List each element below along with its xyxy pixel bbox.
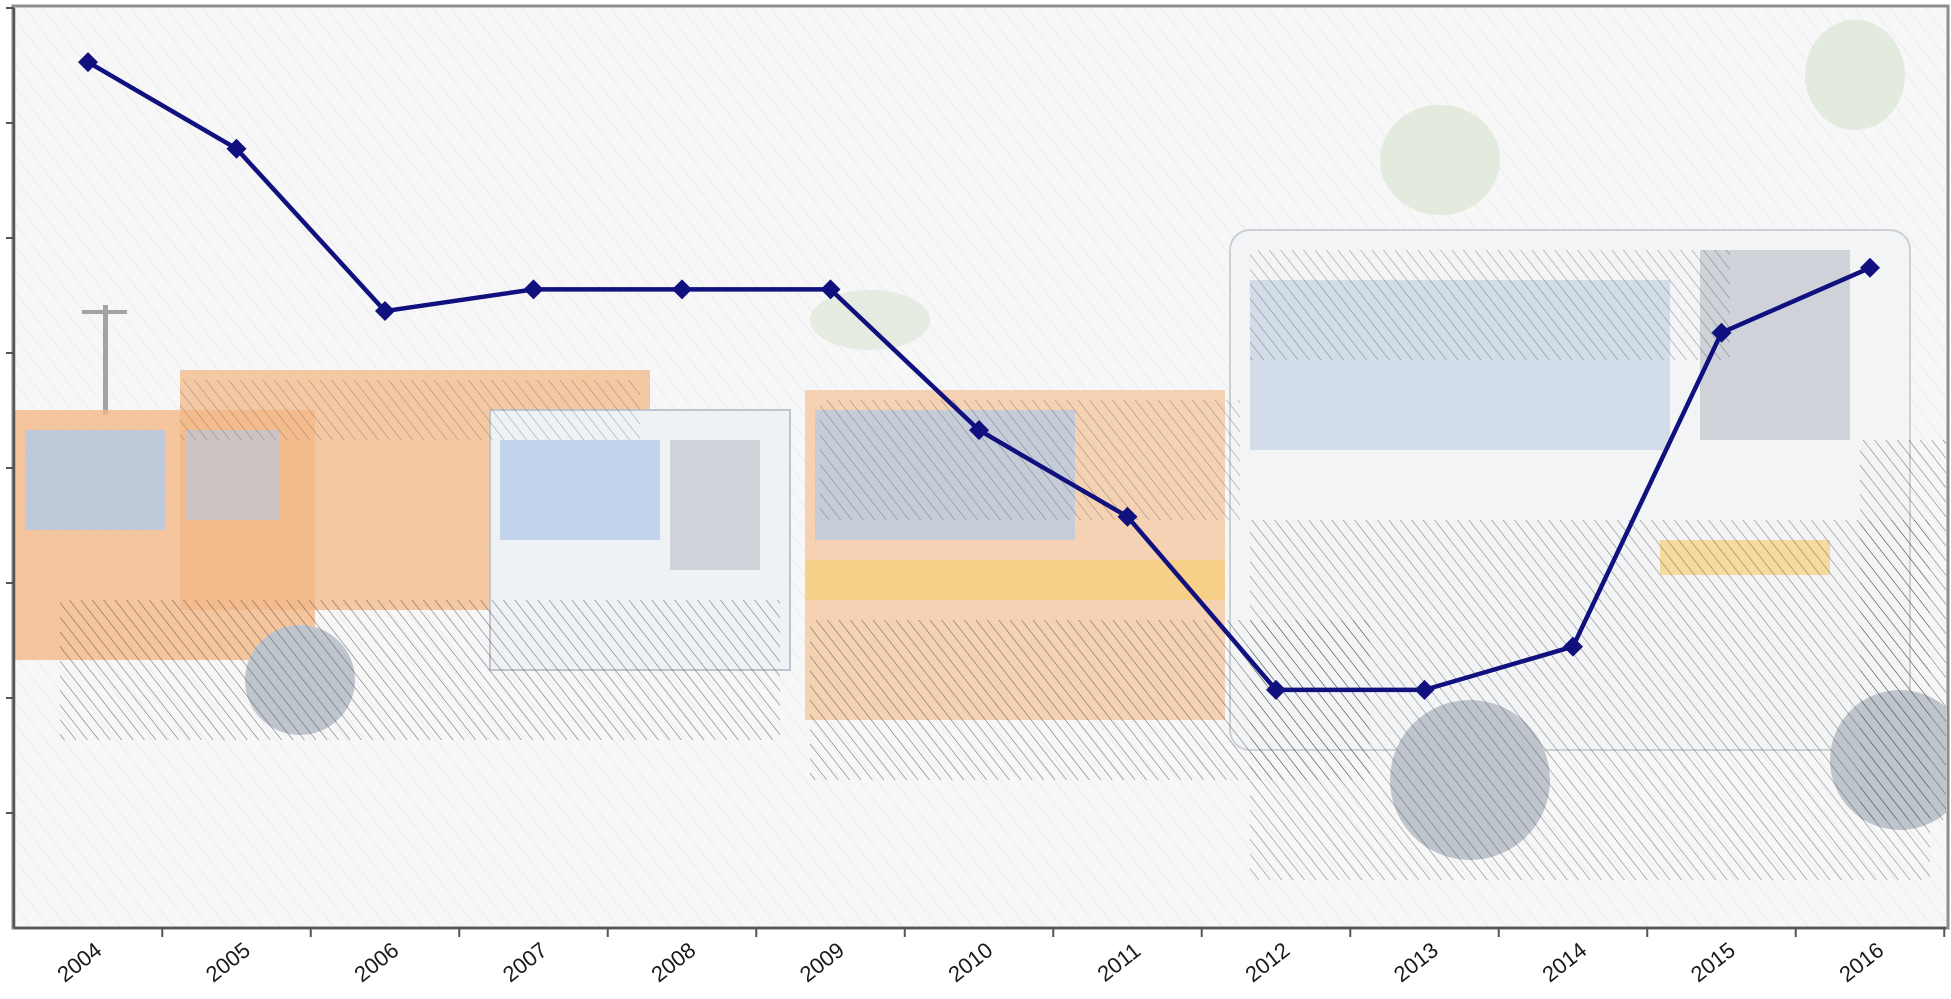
x-tick-label: 2008 bbox=[646, 937, 700, 987]
data-point-marker bbox=[820, 279, 841, 300]
tree-shape bbox=[810, 290, 930, 350]
truck-stripe bbox=[805, 560, 1225, 600]
data-point-marker bbox=[1117, 506, 1138, 527]
hatch-shading bbox=[1250, 520, 1930, 880]
hatch-shading bbox=[1250, 250, 1730, 360]
truck-window bbox=[670, 440, 760, 570]
x-tick-label: 2010 bbox=[943, 937, 997, 987]
data-point-marker bbox=[523, 279, 544, 300]
x-axis-ticks bbox=[161, 928, 1946, 937]
data-point-marker bbox=[1414, 679, 1435, 700]
data-point-marker bbox=[1266, 679, 1286, 700]
x-tick-label: 2005 bbox=[201, 937, 255, 987]
x-tick-label: 2016 bbox=[1834, 937, 1888, 987]
y-axis-ticks bbox=[6, 7, 14, 814]
data-point-marker bbox=[78, 52, 98, 73]
tree-shape bbox=[1805, 20, 1905, 130]
data-point-marker bbox=[1563, 636, 1583, 657]
x-tick-label: 2009 bbox=[795, 937, 849, 987]
data-point-marker bbox=[226, 138, 247, 159]
x-tick-label: 2014 bbox=[1537, 937, 1591, 987]
tree-shape bbox=[1380, 105, 1500, 215]
pole-shape bbox=[82, 310, 127, 314]
x-tick-label: 2007 bbox=[498, 937, 552, 987]
x-tick-label: 2015 bbox=[1686, 937, 1740, 987]
truck-window bbox=[185, 430, 280, 520]
data-point-marker bbox=[1860, 257, 1880, 278]
x-axis-tick-labels: 2004 2005 2006 2007 2008 2009 2010 2011 2012 2013… bbox=[52, 937, 1888, 987]
pole-shape bbox=[103, 305, 108, 415]
truck-window bbox=[500, 440, 660, 540]
x-tick-label: 2012 bbox=[1240, 937, 1294, 987]
x-tick-label: 2013 bbox=[1389, 937, 1443, 987]
hatch-shading bbox=[1860, 440, 1946, 820]
data-point-marker bbox=[969, 420, 989, 441]
data-point-marker bbox=[1711, 322, 1732, 343]
x-tick-label: 2006 bbox=[349, 937, 403, 987]
x-tick-label: 2011 bbox=[1093, 938, 1146, 987]
hatch-shading bbox=[60, 600, 780, 740]
data-point-marker bbox=[375, 301, 395, 322]
data-point-marker bbox=[672, 279, 692, 300]
hatch-shading bbox=[180, 380, 640, 440]
series-markers-group bbox=[78, 52, 1880, 700]
x-tick-label: 2004 bbox=[52, 937, 106, 987]
truck-window bbox=[25, 430, 165, 530]
